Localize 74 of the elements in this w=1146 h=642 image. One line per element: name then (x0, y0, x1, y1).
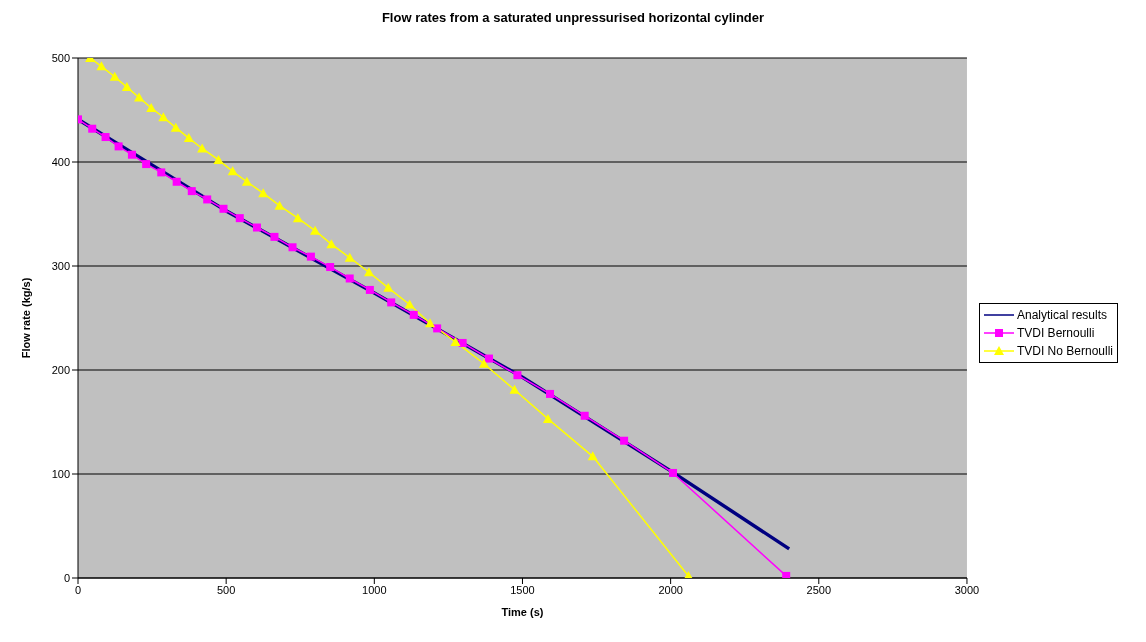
x-tick-label: 3000 (954, 583, 980, 596)
y-tick-label: 0 (63, 571, 70, 584)
point (509, 384, 520, 394)
point (782, 571, 791, 578)
point (288, 243, 297, 252)
point (542, 413, 553, 423)
x-tick-label: 1500 (510, 583, 535, 596)
point (425, 318, 436, 328)
point (142, 160, 151, 169)
point (344, 252, 355, 262)
y-axis-title: Flow rate (kg/s) (19, 277, 32, 359)
y-tick-label: 300 (51, 259, 70, 272)
y-tick-label: 500 (51, 51, 70, 64)
x-tick-label: 500 (216, 583, 236, 596)
y-tick-label: 200 (51, 363, 70, 376)
legend-label: TVDI Bernoulli (1016, 326, 1095, 340)
point (96, 61, 107, 71)
x-tick-label: 1000 (362, 583, 387, 596)
point (484, 354, 493, 363)
point (252, 223, 261, 232)
point (450, 336, 461, 346)
point (478, 358, 489, 368)
point (409, 310, 418, 319)
point (306, 252, 315, 261)
x-tick-label: 0 (74, 583, 82, 596)
point (109, 71, 120, 81)
point (227, 166, 238, 176)
point (134, 92, 145, 102)
point (326, 263, 335, 272)
y-tick-label: 100 (51, 467, 70, 480)
chart-title: Flow rates from a saturated unpressurised horizontal cylinder (380, 10, 766, 27)
point (669, 468, 678, 477)
legend-label: Analytical results (1016, 308, 1107, 322)
point (146, 102, 157, 112)
point (88, 124, 97, 133)
point (187, 187, 196, 196)
point (546, 389, 555, 398)
point (326, 239, 337, 249)
point (203, 195, 212, 204)
x-tick-label: 2500 (806, 583, 832, 596)
point (121, 82, 132, 92)
point (383, 282, 394, 292)
legend-label: TVDI No Bernoulli (1016, 344, 1113, 358)
point (458, 338, 467, 347)
point (433, 324, 442, 333)
point (580, 411, 589, 420)
point (158, 112, 169, 122)
point (197, 143, 208, 153)
point (183, 133, 194, 143)
point (114, 142, 123, 151)
point (513, 371, 522, 380)
x-tick-label: 2000 (658, 583, 683, 596)
point (172, 177, 181, 186)
point (310, 225, 321, 235)
point (219, 204, 228, 213)
y-tick-label: 400 (51, 155, 70, 168)
point (345, 274, 354, 283)
point (363, 267, 374, 277)
point (213, 154, 224, 164)
point (258, 188, 269, 198)
point (365, 285, 374, 294)
point (170, 122, 181, 132)
point (292, 213, 303, 223)
point (157, 168, 166, 177)
point (587, 451, 598, 461)
point (235, 214, 244, 223)
point (127, 150, 136, 159)
x-axis-title: Time (s) (501, 606, 544, 618)
point (620, 436, 629, 445)
point (241, 176, 252, 186)
point (101, 133, 110, 142)
point (387, 298, 396, 307)
point (270, 232, 279, 241)
point (274, 200, 285, 210)
